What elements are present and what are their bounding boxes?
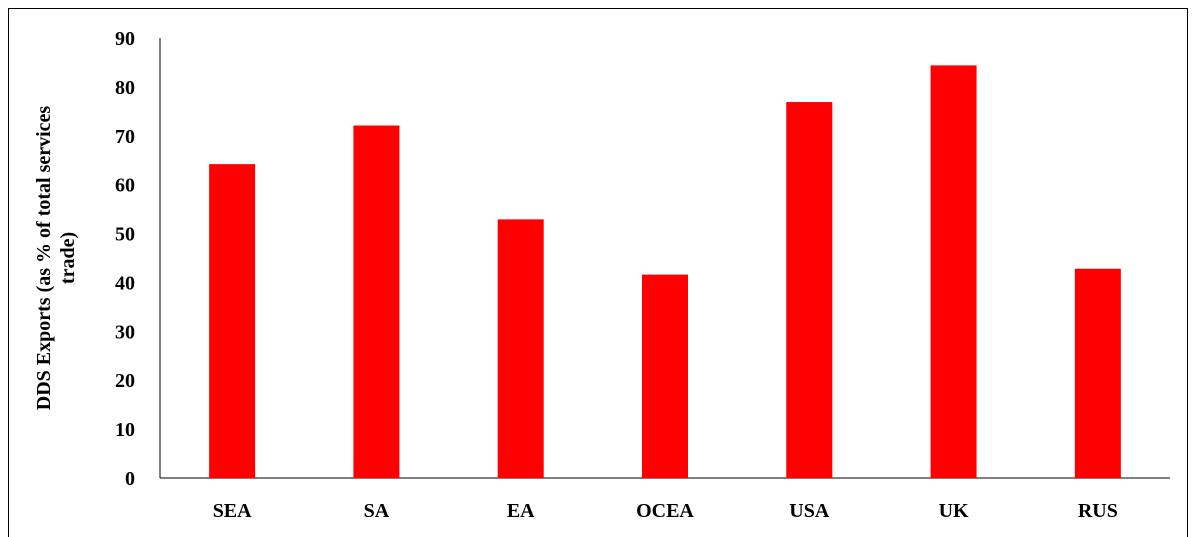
bar-ocea [642,274,688,478]
x-tick-labels: SEA SA EA OCEA USA UK RUS [213,500,1118,522]
bar-sea [209,164,256,478]
bar-ea [497,219,544,478]
x-tick-label-sea: SEA [213,500,252,522]
y-axis-title-line-1: DDS Exports (as % of total services [33,106,55,411]
y-tick-label: 70 [115,126,135,148]
chart-frame [8,8,1188,537]
y-tick-label: 90 [115,28,135,50]
x-tick-label-usa: USA [789,500,830,522]
x-tick-label-sa: SA [364,500,390,522]
y-tick-label: 60 [115,175,135,197]
y-tick-label: 80 [115,77,135,99]
x-tick-label-ocea: OCEA [636,500,694,522]
y-tick-label: 20 [115,370,135,392]
y-axis-title: DDS Exports (as % of total services trad… [33,106,79,411]
bar-rus [1074,268,1121,478]
bars [209,65,1121,479]
bar-uk [930,65,977,478]
bar-sa [353,125,400,478]
y-tick-label: 30 [115,321,135,343]
x-tick-label-ea: EA [507,500,535,522]
y-tick-label: 50 [115,224,135,246]
y-tick-label: 0 [125,468,135,490]
bar-usa [786,102,833,479]
y-tick-labels: 0 10 20 30 40 50 60 70 80 90 [115,28,135,490]
x-tick-label-rus: RUS [1078,500,1118,522]
y-tick-label: 40 [115,272,135,294]
y-tick-label: 10 [115,419,135,441]
y-axis-title-line-2: trade) [57,232,79,284]
x-tick-label-uk: UK [939,500,969,522]
